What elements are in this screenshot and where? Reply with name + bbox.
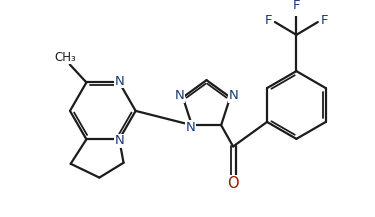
Text: N: N <box>174 89 184 102</box>
Text: N: N <box>186 121 196 134</box>
Text: F: F <box>292 0 300 12</box>
Text: N: N <box>114 75 124 88</box>
Text: F: F <box>321 14 328 27</box>
Text: N: N <box>115 134 125 147</box>
Text: O: O <box>227 176 239 191</box>
Text: F: F <box>264 14 272 27</box>
Text: CH₃: CH₃ <box>55 51 76 64</box>
Text: N: N <box>229 89 238 102</box>
